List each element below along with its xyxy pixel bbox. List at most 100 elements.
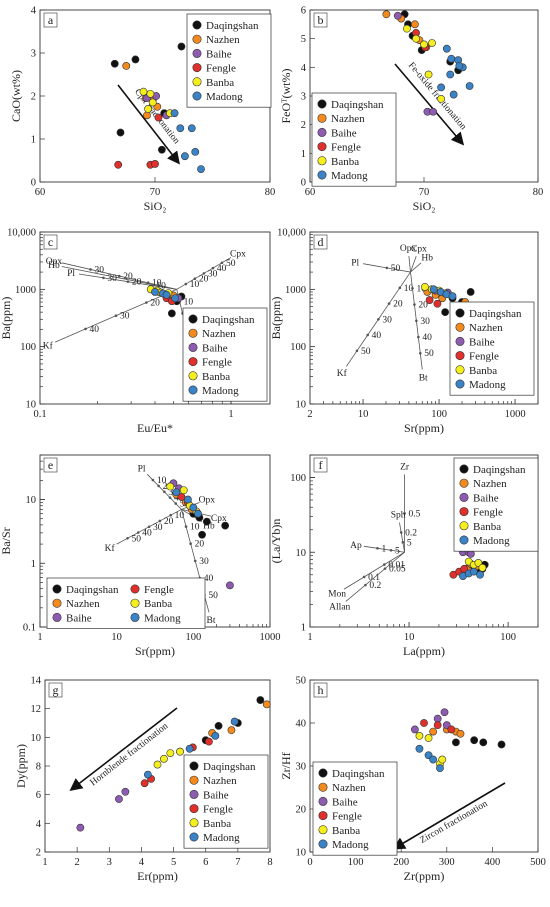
point-daqingshan [202, 517, 211, 526]
vector-step-label: 50 [391, 264, 401, 274]
y-tick-label: 10 [296, 848, 307, 859]
vector-label: Hb [421, 254, 433, 264]
vector-step-dot [398, 286, 402, 290]
vector-step-dot [184, 525, 188, 528]
point-daqingshan [479, 738, 488, 747]
vector-step-dot [415, 319, 418, 323]
legend-swatch [188, 385, 198, 395]
legend-entry: Baihe [473, 492, 499, 504]
vector-step-label: 0.2 [369, 581, 381, 591]
legend-box [186, 13, 272, 108]
point-baihe [410, 725, 419, 734]
point-madong [448, 292, 457, 301]
legend-entry: Madong [203, 832, 240, 844]
point-banba [176, 747, 184, 756]
legend-swatch [130, 584, 140, 594]
legend-swatch [192, 63, 202, 73]
vector-opx [408, 256, 411, 273]
point-daqingshan [441, 308, 450, 317]
point-daqingshan [221, 521, 230, 530]
point-madong [429, 755, 438, 764]
point-nazhen [456, 729, 465, 738]
legend-swatch [317, 113, 327, 123]
vector-step-label: 10 [156, 282, 166, 292]
point-banba [420, 40, 428, 49]
y-tick-label: 10 [26, 495, 37, 506]
y-axis-label: Ba(ppm) [0, 297, 13, 340]
vector-step-label: 0.01 [388, 561, 405, 571]
point-fengle [205, 737, 213, 746]
vector-hb [61, 266, 177, 290]
point-banba [146, 89, 155, 98]
legend-entry: Nazhen [203, 775, 237, 787]
vector-sph [399, 522, 405, 553]
y-tick-label: 10,000 [7, 228, 36, 239]
x-tick-label: 1000 [260, 632, 281, 643]
vector-step-label: 20 [132, 278, 142, 288]
vector-step-label: 40 [422, 333, 432, 343]
point-banba [160, 754, 168, 763]
panel-letter: b [318, 13, 324, 27]
point-daqingshan [177, 42, 186, 51]
legend-entry: Madong [469, 379, 506, 391]
legend-swatch [459, 478, 469, 488]
x-axis-label: Zr(ppm) [404, 869, 445, 883]
legend-entry: Banba [473, 521, 501, 533]
fractionation-arrow [392, 782, 506, 850]
point-banba [139, 87, 148, 96]
legend-entry: Fengle [144, 584, 174, 596]
legend-entry: Daqingshan [332, 768, 385, 780]
point-madong [447, 54, 456, 63]
y-tick-label: 6 [301, 6, 306, 17]
vector-step-dot [376, 547, 379, 550]
panel-e: e11010010000.1110Sr(ppm)Ba/Sr5040302010P… [0, 454, 281, 658]
legend-swatch [317, 99, 327, 109]
legend-box [312, 761, 398, 856]
point-banba [144, 105, 152, 113]
legend-swatch [188, 314, 198, 324]
point-nazhen [429, 727, 438, 736]
legend-entry: Banba [202, 371, 230, 383]
y-tick-label: 3 [301, 92, 306, 103]
x-tick-label: 200 [393, 857, 409, 868]
legend-swatch [318, 782, 328, 792]
x-tick-label: 80 [265, 187, 276, 198]
point-banba [166, 749, 175, 757]
point-banba [179, 486, 188, 495]
vector-label: Zr [400, 462, 410, 472]
panel-letter-box [43, 234, 58, 250]
plot-frame [309, 231, 539, 405]
vector-step-dot [355, 349, 359, 353]
panel-letter: c [48, 235, 53, 249]
point-baihe [433, 714, 442, 723]
point-banba [478, 563, 487, 572]
vector-step-dot [389, 548, 393, 552]
arrow-label: Hornblende fractionation [88, 720, 170, 788]
vector-step-dot [157, 484, 160, 488]
legend-swatch [189, 775, 199, 785]
legend-entry: Daqingshan [206, 20, 259, 32]
legend-entry: Fengle [332, 811, 362, 823]
legend-entry: Nazhen [66, 598, 100, 610]
legend-entry: Baihe [206, 48, 232, 60]
vector-step-label: 30 [95, 265, 105, 275]
vector-step-label: 20 [418, 301, 428, 311]
point-fengle [140, 779, 149, 788]
vector-step-label: 30 [153, 523, 163, 533]
y-tick-label: 10 [31, 733, 42, 744]
vector-step-label: 30 [120, 312, 130, 322]
point-madong [449, 90, 458, 99]
x-tick-label: 10 [358, 409, 369, 420]
point-madong [230, 717, 239, 726]
point-madong [151, 288, 159, 296]
vector-label: Pl [351, 258, 359, 268]
x-axis-label: Sr(ppm) [135, 644, 175, 658]
point-madong [415, 744, 424, 753]
vector-step-dot [366, 333, 369, 337]
y-tick-label: 10 [296, 400, 307, 411]
vector-step-label: 40 [142, 529, 152, 539]
point-madong [180, 152, 189, 161]
legend-entry: Madong [473, 535, 510, 547]
point-banba [415, 732, 424, 740]
